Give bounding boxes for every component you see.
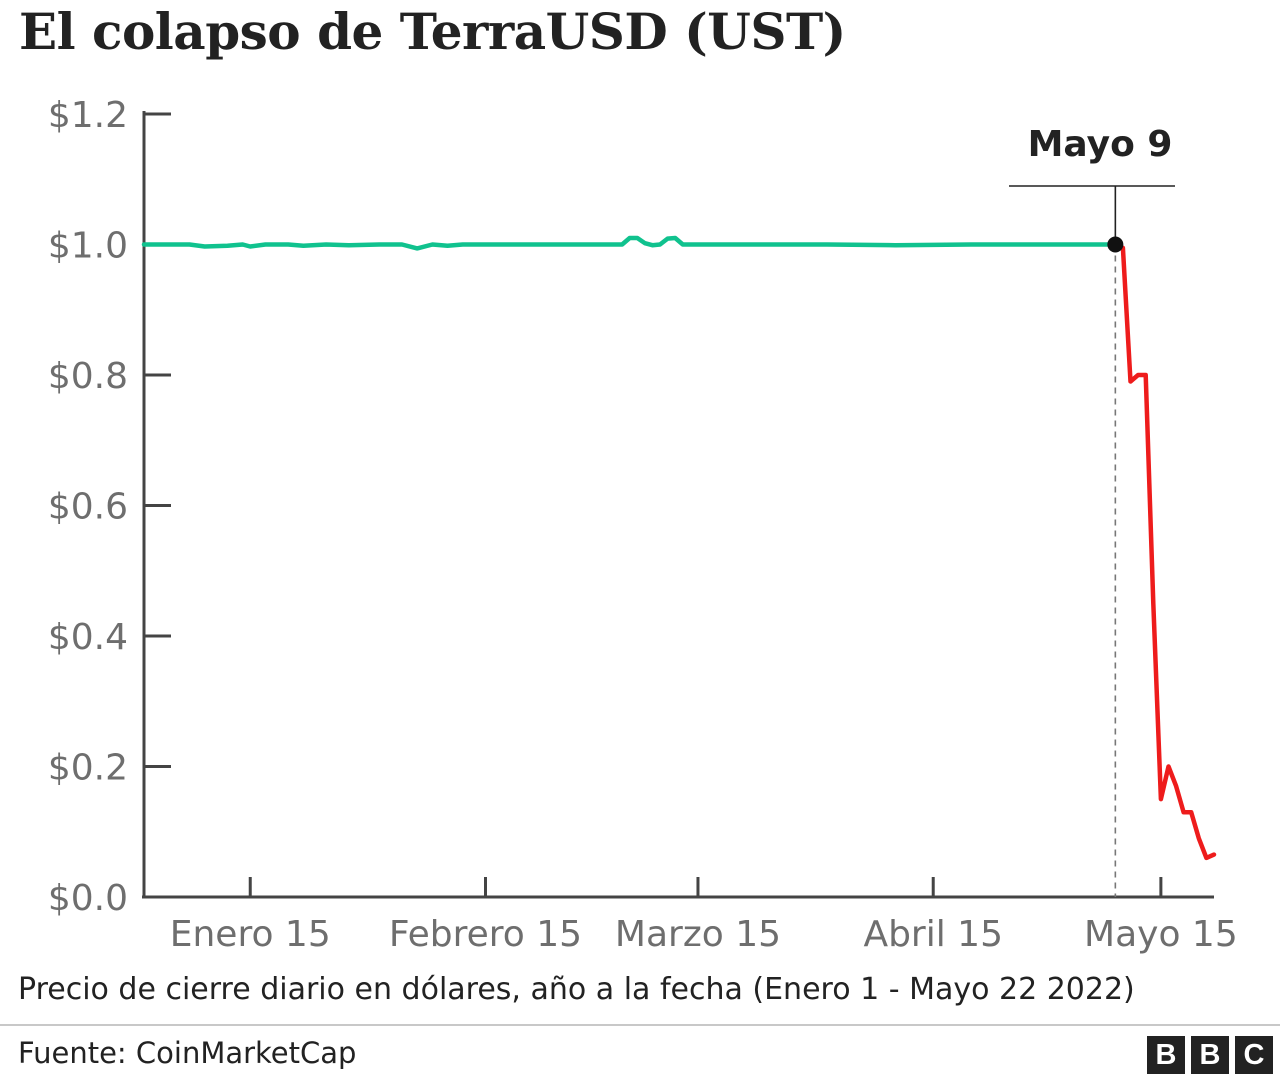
x-tick-label: Mayo 15 [1084, 914, 1238, 955]
series [141, 235, 1217, 861]
chart-subtitle: Precio de cierre diario en dólares, año … [18, 972, 1135, 1007]
y-tick-label: $0.2 [48, 748, 128, 789]
y-tick-label: $0.8 [48, 356, 128, 397]
y-tick-label: $0.0 [48, 878, 128, 919]
source-note: Fuente: CoinMarketCap [18, 1036, 357, 1070]
bbc-logo-letter: C [1235, 1036, 1273, 1074]
y-axis: $0.0 $0.2 $0.4 $0.6 $0.8 $1.0 $1.2 [48, 95, 171, 919]
y-tick-label: $0.6 [48, 487, 128, 528]
series-line-2 [1113, 242, 1217, 861]
x-axis: Enero 15 Febrero 15 Marzo 15 Abril 15 Mayo 1… [142, 877, 1238, 955]
bbc-logo: B B C [1147, 1036, 1273, 1074]
series-line-1 [141, 235, 1118, 251]
x-tick-label: Febrero 15 [389, 914, 582, 955]
line-chart: $0.0 $0.2 $0.4 $0.6 $0.8 $1.0 $1.2 Enero 15 Feb… [48, 95, 1238, 955]
y-tick-label: $1.2 [48, 95, 128, 136]
annotation-label: Mayo 9 [1028, 124, 1173, 165]
y-tick-label: $1.0 [48, 226, 128, 267]
bbc-logo-letter: B [1191, 1036, 1229, 1074]
chart-title: El colapso de TerraUSD (UST) [19, 2, 846, 61]
annotation-marker [1107, 236, 1124, 253]
x-tick-label: Abril 15 [863, 914, 1003, 955]
annotation: Mayo 9 [1009, 124, 1175, 897]
x-tick-label: Enero 15 [170, 914, 331, 955]
x-tick-label: Marzo 15 [615, 914, 781, 955]
footer-divider [0, 1024, 1280, 1026]
y-tick-label: $0.4 [48, 617, 128, 658]
bbc-logo-letter: B [1147, 1036, 1185, 1074]
